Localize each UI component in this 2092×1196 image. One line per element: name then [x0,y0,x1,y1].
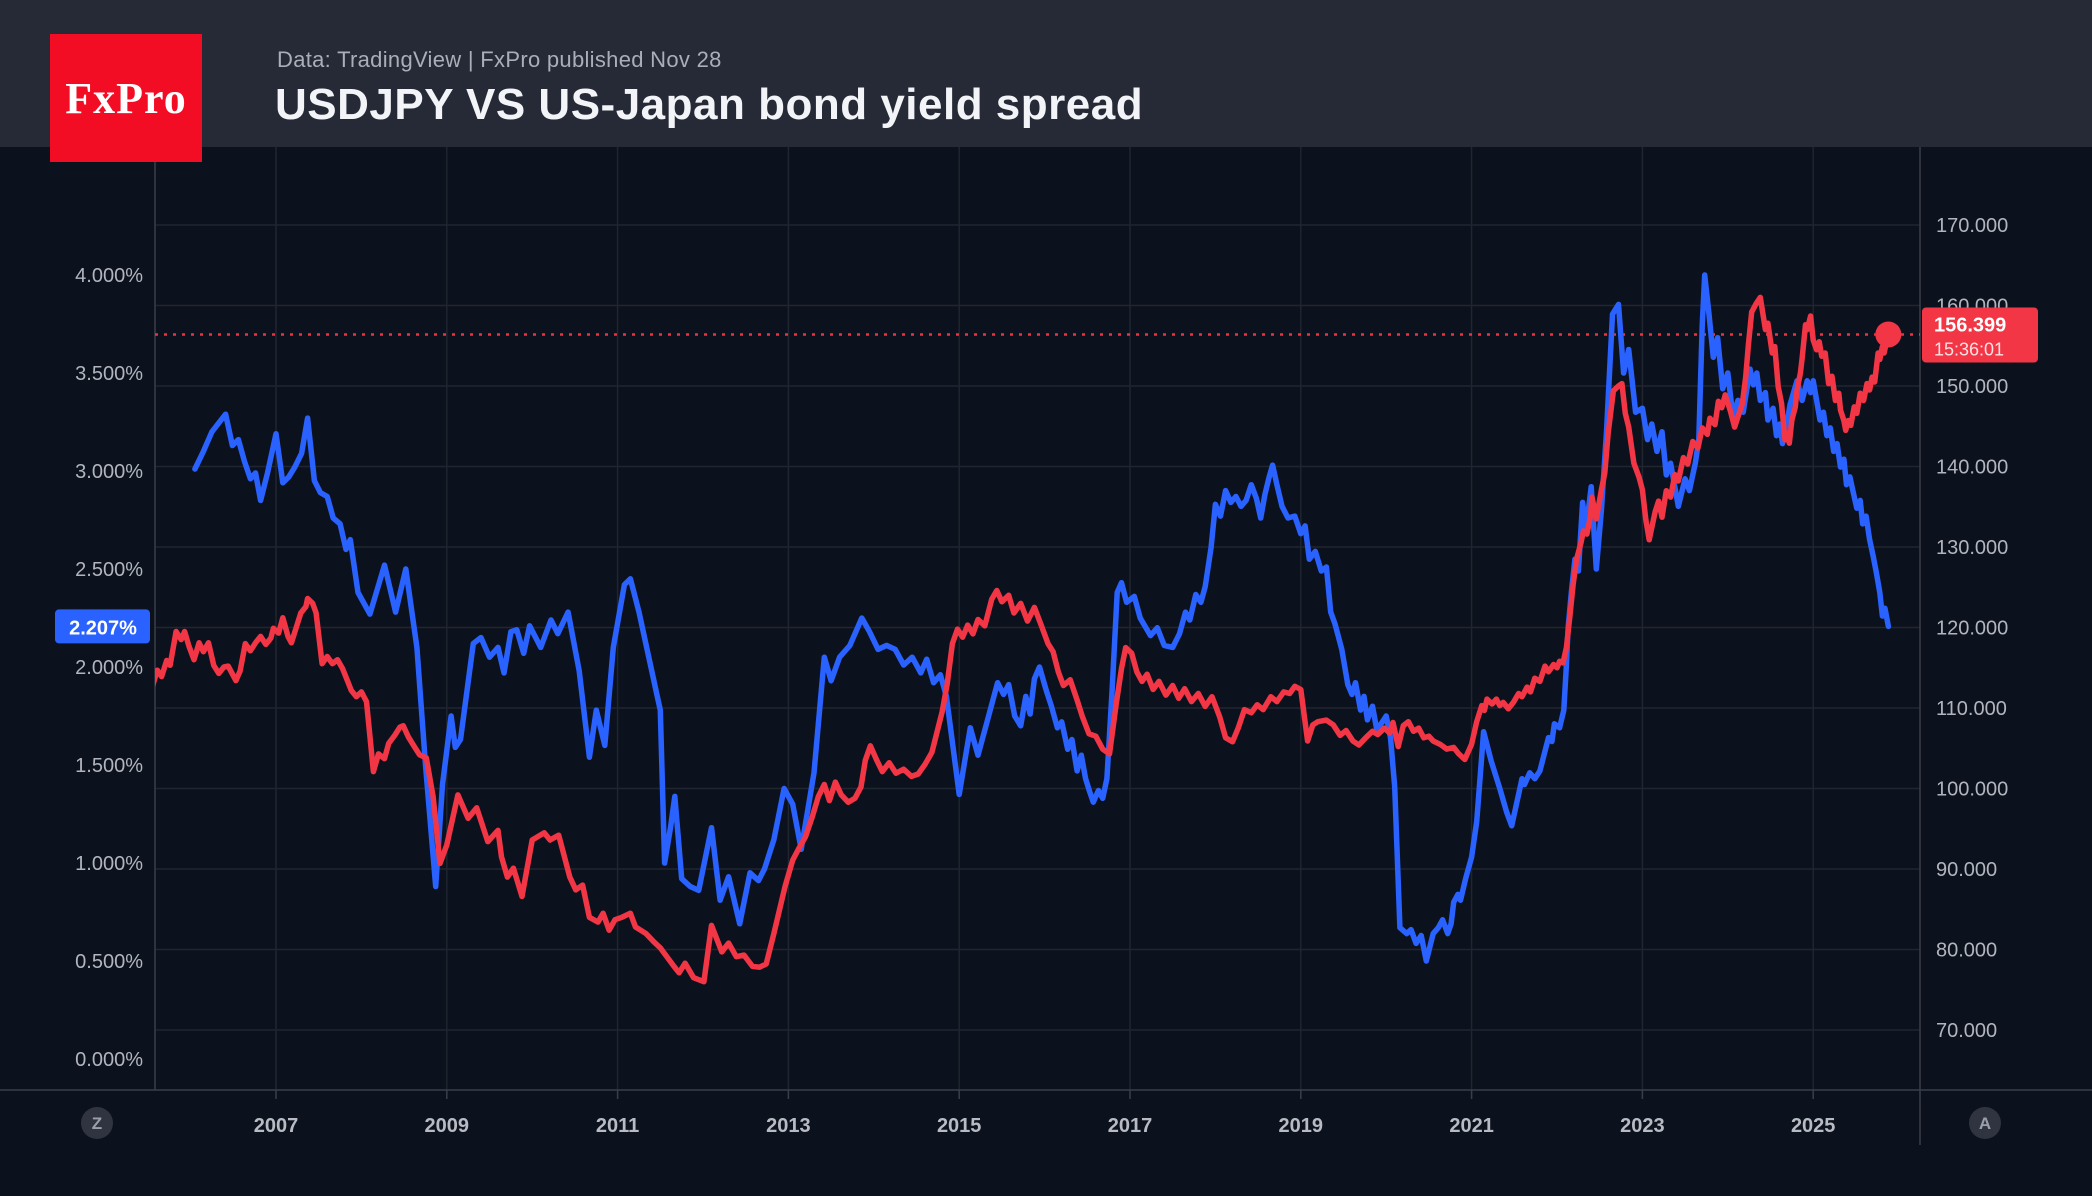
left-axis-tick-label[interactable]: 0.000% [75,1049,143,1071]
z-shortcut-button[interactable] [81,1107,113,1139]
year-label: 2011 [596,1115,639,1137]
usdjpy-price-badge [1922,307,2038,363]
fxpro-logo-text: FxPro [65,73,187,123]
a-shortcut-button[interactable] [1969,1107,2001,1139]
right-axis-tick-label[interactable]: 120.000 [1936,618,2008,640]
page-title: USDJPY VS US-Japan bond yield spread [275,80,1144,129]
spread-value-badge-label: 2.207% [69,617,137,639]
fxpro-logo: FxPro [50,34,202,162]
right-axis-tick-label[interactable]: 130.000 [1936,537,2008,559]
left-axis-tick-label[interactable]: 3.000% [75,461,143,483]
usdjpy-price-badge-time: 15:36:01 [1934,339,2004,359]
a-shortcut-button-label: A [1979,1114,1991,1133]
usdjpy-last-price-dot [1875,321,1902,348]
year-label: 2023 [1620,1115,1665,1137]
left-axis-tick-label[interactable]: 2.000% [75,657,143,679]
spread-value-badge [55,609,150,644]
right-axis-tick-label[interactable]: 80.000 [1936,940,1997,962]
right-axis-tick-label[interactable]: 70.000 [1936,1020,1997,1042]
right-axis-tick-label[interactable]: 110.000 [1936,698,2007,720]
usdjpy-series-line[interactable] [151,294,1892,985]
year-label: 2019 [1279,1115,1324,1137]
right-axis-tick-label[interactable]: 150.000 [1936,376,2008,398]
year-label: 2021 [1449,1115,1494,1137]
chart-subtitle: Data: TradingView | FxPro published Nov … [277,47,722,72]
z-shortcut-button-label: Z [92,1114,102,1133]
left-axis-tick-label[interactable]: 0.500% [75,951,143,973]
left-axis-tick-label[interactable]: 2.500% [75,559,143,581]
year-label: 2009 [425,1115,470,1137]
year-label: 2017 [1108,1115,1153,1137]
year-label: 2015 [937,1115,982,1137]
left-axis-tick-label[interactable]: 1.000% [75,853,143,875]
year-label: 2007 [254,1115,299,1137]
usdjpy-price-badge-value: 156.399 [1934,314,2006,336]
right-axis-tick-label[interactable]: 170.000 [1936,215,2008,237]
left-axis-tick-label[interactable]: 4.000% [75,265,143,287]
right-axis-tick-label[interactable]: 100.000 [1936,779,2008,801]
right-axis-tick-label[interactable]: 90.000 [1936,859,1997,881]
year-label: 2013 [766,1115,811,1137]
left-axis-tick-label[interactable]: 1.500% [75,755,143,777]
year-label: 2025 [1791,1115,1836,1137]
left-axis-tick-label[interactable]: 3.500% [75,363,143,385]
right-axis-tick-label[interactable]: 140.000 [1936,457,2008,479]
header-bar: FxPro Data: TradingView | FxPro publishe… [0,0,2092,162]
spread-series-line[interactable] [192,272,1892,964]
